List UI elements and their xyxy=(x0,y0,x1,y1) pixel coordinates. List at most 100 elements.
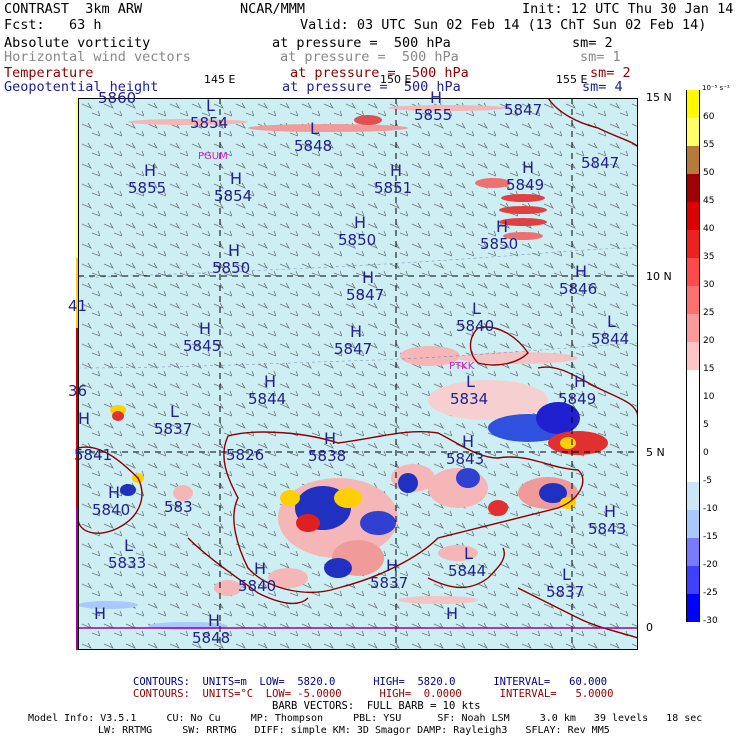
height-center-value: 5848 xyxy=(192,629,231,647)
colorbar-tick-label: 55 xyxy=(703,140,715,150)
colorbar-segment xyxy=(686,538,700,566)
field-name-vorticity: Absolute vorticity xyxy=(4,35,151,51)
high-center-marker: H xyxy=(324,429,337,448)
low-center-marker: L xyxy=(310,119,319,138)
height-center-value: 5838 xyxy=(308,447,347,465)
lon-label-155: 155 E xyxy=(556,73,588,86)
station-label-ptkk: PTKK xyxy=(449,361,475,372)
colorbar-segment xyxy=(686,258,700,286)
high-center-marker: H xyxy=(496,217,509,236)
height-center-value: 5847 xyxy=(581,154,620,172)
high-center-marker: H xyxy=(199,319,212,338)
high-center-marker: H xyxy=(386,556,399,575)
height-center-value: 5844 xyxy=(248,390,287,408)
field-level-vorticity: at pressure = 500 hPa xyxy=(272,35,451,51)
height-center-value: 5849 xyxy=(506,176,545,194)
height-center-value: 5837 xyxy=(546,583,585,601)
valid-time: Valid: 03 UTC Sun 02 Feb 14 (13 ChT Sun … xyxy=(300,17,707,33)
colorbar xyxy=(686,90,700,622)
low-center-marker: L xyxy=(170,402,179,421)
colorbar-segment xyxy=(686,566,700,594)
height-center-value: 5845 xyxy=(183,337,222,355)
lat-label-5n: 5 N xyxy=(646,446,665,459)
high-center-marker: H xyxy=(390,161,403,180)
colorbar-segment xyxy=(686,286,700,314)
high-center-marker: H xyxy=(108,483,121,502)
lon-label-150: 150 E xyxy=(380,73,412,86)
field-name-wind: Horizontal wind vectors xyxy=(4,49,191,65)
colorbar-tick-label: -15 xyxy=(703,532,718,542)
colorbar-unit: 10⁻⁵ s⁻¹ xyxy=(702,84,730,92)
map-panel xyxy=(78,98,638,650)
height-center-value: 5826 xyxy=(226,446,265,464)
institution-label: NCAR/MMM xyxy=(240,1,306,17)
field-smooth-vorticity: sm= 2 xyxy=(572,35,613,51)
low-center-marker: L xyxy=(124,536,133,555)
low-center-marker: L xyxy=(472,299,481,318)
high-center-marker: H xyxy=(430,88,443,107)
high-center-marker: H xyxy=(254,559,267,578)
high-center-marker: H xyxy=(230,169,243,188)
height-contours xyxy=(78,247,638,369)
high-center-marker: H xyxy=(462,432,475,451)
colorbar-tick-label: 60 xyxy=(703,112,715,122)
colorbar-tick-label: 35 xyxy=(703,252,715,262)
init-time: Init: 12 UTC Thu 30 Jan 14 xyxy=(522,1,734,17)
colorbar-tick-label: 20 xyxy=(703,336,715,346)
height-center-value: 5837 xyxy=(370,574,409,592)
colorbar-tick-label: 50 xyxy=(703,168,715,178)
field-smooth-wind: sm= 1 xyxy=(580,49,621,65)
height-center-value: 5847 xyxy=(346,286,385,304)
footer-physics-info: LW: RRTMG SW: RRTMG DIFF: simple KM: 3D … xyxy=(98,725,610,736)
height-center-value: 5840 xyxy=(92,501,131,519)
lon-label-145: 145 E xyxy=(204,73,236,86)
height-center-value: 5833 xyxy=(108,554,147,572)
high-center-marker: H xyxy=(574,372,587,391)
low-center-marker: L xyxy=(607,312,616,331)
height-center-value: 41 xyxy=(68,297,88,315)
height-center-value: 5847 xyxy=(334,340,373,358)
low-center-marker: L xyxy=(464,544,473,563)
height-center-value: 5844 xyxy=(448,562,487,580)
field-name-temperature: Temperature xyxy=(4,65,94,81)
height-center-value: 5841 xyxy=(74,446,113,464)
colorbar-segment xyxy=(686,594,700,622)
height-center-value: 5837 xyxy=(154,420,193,438)
field-name-height: Geopotential height xyxy=(4,79,159,95)
high-center-marker: H xyxy=(604,502,617,521)
colorbar-tick-label: 5 xyxy=(703,420,709,430)
model-title: CONTRAST 3km ARW xyxy=(4,1,143,17)
height-center-value: 5850 xyxy=(338,231,377,249)
field-level-height: at pressure = 500 hPa xyxy=(282,79,461,95)
height-center-value: 5844 xyxy=(591,330,630,348)
colorbar-tick-label: 0 xyxy=(703,448,709,458)
colorbar-segment xyxy=(686,146,700,174)
height-center-value: 5840 xyxy=(456,317,495,335)
colorbar-segment xyxy=(686,202,700,230)
colorbar-segment xyxy=(686,510,700,538)
height-center-value: 5847 xyxy=(504,101,543,119)
height-center-value: 5850 xyxy=(480,235,519,253)
colorbar-tick-label: -20 xyxy=(703,560,718,570)
height-center-value: 5860 xyxy=(98,89,137,107)
high-center-marker: H xyxy=(575,262,588,281)
height-center-value: 5850 xyxy=(212,259,251,277)
high-center-marker: H xyxy=(144,161,157,180)
colorbar-tick-label: 40 xyxy=(703,224,715,234)
footer-height-contours: CONTOURS: UNITS=m LOW= 5820.0 HIGH= 5820… xyxy=(133,676,608,688)
colorbar-tick-label: -10 xyxy=(703,504,718,514)
high-center-marker: H xyxy=(78,409,91,428)
height-center-value: 5855 xyxy=(414,106,453,124)
height-center-value: 5848 xyxy=(294,137,333,155)
vorticity-shading xyxy=(78,105,608,630)
map-canvas xyxy=(78,98,638,650)
high-center-marker: H xyxy=(350,322,363,341)
colorbar-segment xyxy=(686,398,700,426)
height-center-value: 5846 xyxy=(559,280,598,298)
colorbar-segment xyxy=(686,90,700,118)
lat-lon-grid xyxy=(78,98,638,650)
colorbar-tick-label: 10 xyxy=(703,392,715,402)
station-label-pgum: PGUM xyxy=(198,151,228,162)
high-center-marker: H xyxy=(208,611,221,630)
colorbar-segment xyxy=(686,482,700,510)
